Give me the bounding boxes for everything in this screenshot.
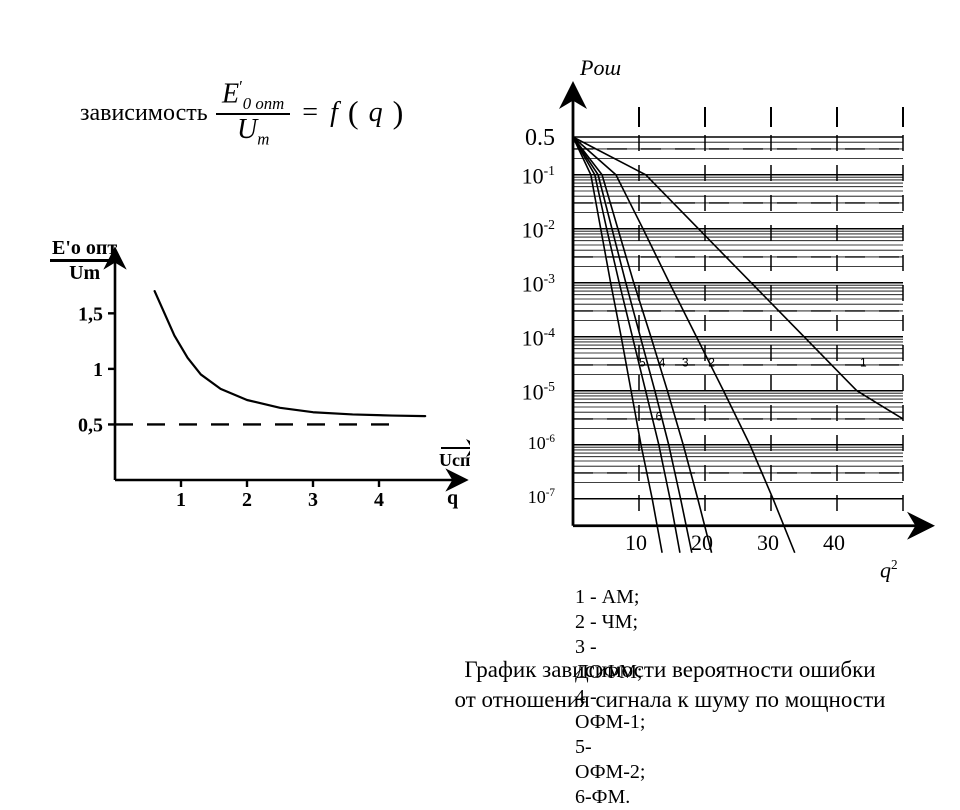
right-ytick: 10-5 bbox=[495, 379, 555, 405]
formula-arg: q bbox=[369, 97, 383, 129]
right-xtick: 40 bbox=[823, 530, 845, 556]
svg-text:0,5: 0,5 bbox=[78, 414, 103, 436]
right-chart-canvas: 1 2 3 45 6 bbox=[495, 73, 935, 578]
right-ytick: 10-1 bbox=[495, 163, 555, 189]
svg-text:2: 2 bbox=[242, 489, 252, 511]
right-ytick: 10-2 bbox=[495, 217, 555, 243]
svg-text:1,5: 1,5 bbox=[78, 303, 103, 325]
svg-text:1: 1 bbox=[93, 359, 103, 381]
svg-text:4: 4 bbox=[659, 355, 666, 369]
formula-word: зависимость bbox=[80, 100, 208, 127]
right-ytick: 10-6 bbox=[495, 433, 555, 454]
left-chart-ylabel: E'о опт Um bbox=[50, 238, 119, 283]
right-xtick: 30 bbox=[757, 530, 779, 556]
formula-equals: = bbox=[300, 97, 320, 129]
svg-text:3: 3 bbox=[308, 489, 318, 511]
right-ytick: 10-7 bbox=[495, 487, 555, 508]
left-chart: E'о опт Um 0,5 1 1,5 1 2 3 4 Uсп q bbox=[50, 230, 470, 520]
formula-f: f bbox=[330, 97, 338, 129]
right-ytick: 10-4 bbox=[495, 325, 555, 351]
formula-den-sym: U bbox=[237, 114, 257, 145]
formula-num-sym: E bbox=[222, 78, 239, 109]
svg-text:6: 6 bbox=[655, 409, 662, 423]
svg-text:Uсп: Uсп bbox=[439, 450, 470, 470]
svg-text:q: q bbox=[447, 487, 458, 509]
right-xtick: 10 bbox=[625, 530, 647, 556]
right-xtick: 20 bbox=[691, 530, 713, 556]
right-chart-xlabel: q2 bbox=[880, 557, 898, 583]
svg-text:5: 5 bbox=[639, 355, 646, 369]
svg-text:3: 3 bbox=[682, 355, 689, 369]
right-ytick: 0.5 bbox=[495, 125, 555, 152]
right-ytick: 10-3 bbox=[495, 271, 555, 297]
caption: График зависимости вероятности ошибки от… bbox=[400, 655, 940, 715]
formula-expression: E′0 опт Um = f (q) bbox=[216, 78, 403, 148]
svg-text:4: 4 bbox=[374, 489, 384, 511]
caption-line-2: от отношения сигнала к шуму по мощности bbox=[400, 685, 940, 715]
svg-text:1: 1 bbox=[860, 355, 867, 369]
svg-text:2: 2 bbox=[708, 355, 715, 369]
svg-text:1: 1 bbox=[176, 489, 186, 511]
caption-line-1: График зависимости вероятности ошибки bbox=[400, 655, 940, 685]
